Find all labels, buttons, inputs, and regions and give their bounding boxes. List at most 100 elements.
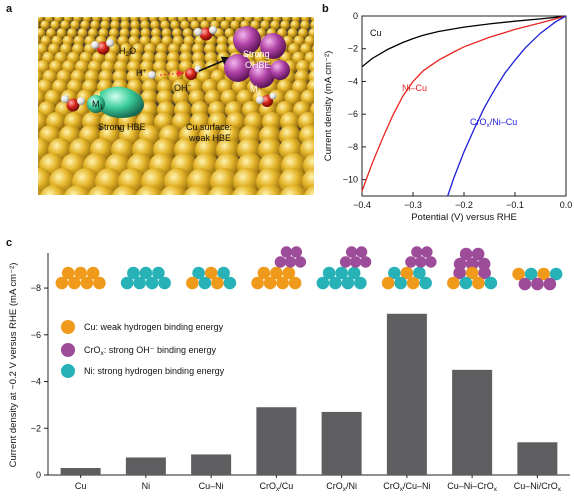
gold-atom <box>50 20 60 30</box>
gold-atom <box>23 60 37 74</box>
water-molecule-left <box>61 95 85 112</box>
legend-cu-text: Cu: weak hydrogen binding energy <box>84 322 224 332</box>
gold-atom <box>220 20 230 30</box>
label-m2: M2 <box>250 84 262 96</box>
bar <box>191 454 232 475</box>
water-molecule-top <box>194 26 217 41</box>
gold-atom <box>135 185 165 195</box>
gold-atom <box>303 185 314 195</box>
gold-atom <box>38 105 39 115</box>
gold-atom <box>38 43 48 55</box>
category-label: Cu–Ni <box>199 481 224 491</box>
gold-atom <box>38 128 41 144</box>
panel-c-cluster-icons <box>55 246 563 291</box>
gold-atom <box>38 21 40 29</box>
gold-atom <box>70 20 80 30</box>
gold-atom <box>298 28 308 38</box>
gold-atom <box>24 43 36 55</box>
gold-atom <box>161 28 172 38</box>
gold-atom <box>46 28 56 38</box>
panel-c-ylabel: Current density at −0.2 V versus RHE (mA… <box>8 263 19 468</box>
gold-atom <box>77 28 88 38</box>
legend-ni-cu: Ni–Cu <box>402 83 427 93</box>
category-label: Cu–Ni–CrOx <box>447 481 498 493</box>
x-tick-label: −0.2 <box>455 200 473 210</box>
proton-atom <box>148 71 156 79</box>
panel-c-category-labels: Cu Ni Cu–Ni CrOx/Cu CrOx/Ni CrOx/Cu–Ni Cu–Ni–C… <box>75 475 562 493</box>
legend-crox-ni-cu: CrOx/Ni–Cu <box>470 117 517 129</box>
category-label: Cu–Ni/CrOx <box>514 481 562 493</box>
gold-atom <box>39 185 69 195</box>
composition-cluster-icon <box>381 246 437 290</box>
bar <box>256 407 297 475</box>
legend-crox-swatch <box>61 343 75 357</box>
label-strong: Strong <box>243 49 270 59</box>
gold-atom <box>310 17 314 23</box>
gold-atom <box>319 28 329 38</box>
gold-atom <box>280 20 290 30</box>
bar <box>60 467 101 475</box>
series-line <box>361 15 567 68</box>
gold-atom <box>100 20 110 30</box>
label-cu-surface: Cu surface: <box>186 122 232 132</box>
gold-atom <box>182 28 193 38</box>
composition-cluster-icon <box>186 266 237 290</box>
composition-cluster-icon <box>251 246 307 290</box>
gold-atom <box>300 20 310 30</box>
gold-atom <box>140 20 150 30</box>
gold-atom <box>130 20 140 30</box>
ni-cluster-m1 <box>87 86 144 118</box>
gold-atom <box>316 36 327 47</box>
composition-cluster-icon <box>120 266 171 290</box>
category-label: Cu <box>75 481 87 491</box>
gold-atom <box>260 20 270 30</box>
gold-atom <box>308 28 314 38</box>
panel-c-label: c <box>6 237 12 249</box>
gold-atom <box>255 185 285 195</box>
crox-cluster-m2 <box>224 26 290 88</box>
panel-a-label: a <box>6 3 13 15</box>
label-m1: M1 <box>92 99 104 111</box>
gold-atom <box>150 35 162 47</box>
label-h2o: H2O <box>119 46 136 58</box>
legend-ni-swatch <box>61 364 75 378</box>
label-ohbe: OHBE <box>245 60 271 70</box>
gold-atom <box>320 20 330 30</box>
panel-b-xlabel: Potential (V) versus RHE <box>411 212 517 223</box>
panel-c-bars <box>60 313 558 475</box>
gold-atom <box>183 185 213 195</box>
gold-atom <box>25 28 35 38</box>
y-tick-label: −2 <box>348 44 358 54</box>
gold-atom <box>231 185 261 195</box>
y-tick-label: 0 <box>353 11 358 21</box>
gold-atom <box>310 20 314 30</box>
legend-crox-text: CrOx: strong OH⁻ binding energy <box>84 345 217 357</box>
gold-atom <box>150 20 160 30</box>
water-molecule <box>91 39 114 55</box>
composition-cluster-icon <box>447 247 498 290</box>
label-weak-hbe: weak HBE <box>188 133 231 143</box>
gold-atom <box>159 185 189 195</box>
panel-b-series <box>361 15 567 197</box>
gold-atom <box>26 14 35 23</box>
label-strong-hbe: Strong HBE <box>98 122 146 132</box>
y-tick-label: −2 <box>31 423 41 433</box>
gold-atom <box>38 187 45 195</box>
gold-atom <box>119 28 130 38</box>
gold-atom <box>87 185 117 195</box>
y-tick-label: 0 <box>36 470 41 480</box>
panel-b-label: b <box>322 3 329 15</box>
gold-atom <box>170 20 180 30</box>
gold-surface-atoms <box>22 14 330 195</box>
gold-atom <box>60 20 70 30</box>
y-tick-label: −4 <box>31 377 41 387</box>
bar <box>125 457 166 475</box>
gold-atom <box>22 79 38 95</box>
bar <box>386 313 427 475</box>
y-tick-label: −6 <box>348 109 358 119</box>
gold-atom <box>130 28 140 38</box>
gold-atom <box>63 185 93 195</box>
legend-cu: Cu <box>370 28 382 38</box>
gold-atom <box>38 28 46 38</box>
